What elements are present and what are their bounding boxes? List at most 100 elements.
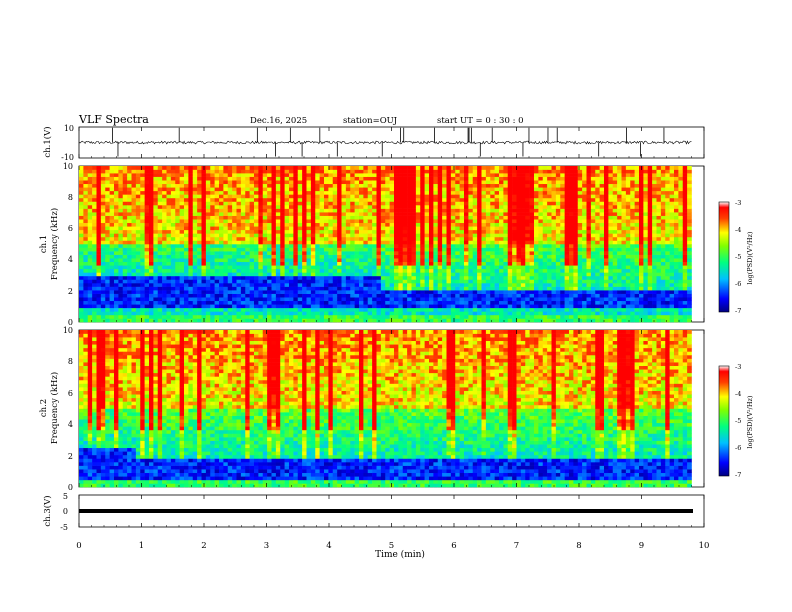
ch1-spec-cell (551, 290, 557, 294)
ch1-spec-cell (315, 240, 320, 245)
ch1-spec-cell (503, 169, 509, 174)
ch1-spec-cell (538, 215, 544, 220)
ch1-spec-cell (499, 290, 504, 294)
ch1-spec-cell (415, 166, 421, 170)
ch1-spec-cell (499, 254, 504, 259)
ch1-spec-cell (538, 244, 544, 248)
ch1-spec-cell (144, 251, 150, 255)
ch1-spec-cell (455, 261, 460, 266)
ch1-spec-cell (542, 205, 548, 209)
ch1-spec-cell (92, 176, 97, 181)
ch1-spec-cell (232, 180, 237, 185)
figure-title: VLF Spectra (78, 113, 149, 126)
ch1-spec-cell (223, 176, 229, 181)
ch1-spec-cell (135, 244, 141, 248)
ch1-spec-cell (389, 268, 395, 273)
ch1-spec-cell (433, 219, 439, 224)
ch1-spec-cell (376, 169, 382, 174)
ch1-spec-cell (201, 183, 207, 188)
ch1-spec-cell (494, 290, 500, 294)
ch1-spec-cell (542, 304, 548, 309)
ch1-spec-cell (380, 311, 386, 316)
ch1-spec-cell (275, 226, 281, 231)
ch1-spec-cell (188, 314, 194, 319)
ch1-spec-cell (512, 194, 517, 199)
ch1-spec-cell (114, 197, 119, 202)
ch1-spec-cell (507, 187, 513, 192)
ch1-spec-cell (87, 275, 93, 280)
ch1-spec-cell (499, 286, 504, 291)
ch1-spec-cell (345, 247, 351, 252)
ch1-spec-cell (520, 187, 526, 192)
ch1-spec-cell (555, 219, 561, 224)
ch1-spec-cell (271, 219, 277, 224)
ch1-spec-cell (433, 212, 439, 216)
ch1-spec-cell (398, 261, 404, 266)
ch1-spec-cell (249, 283, 255, 287)
ch1-spec-cell (328, 236, 334, 241)
ch1-spec-cell (555, 311, 561, 316)
ch1-spec-cell (267, 166, 272, 170)
ch1-spec-cell (144, 268, 150, 273)
ch1-spec-cell (140, 166, 145, 170)
ch1-spec-cell (122, 261, 128, 266)
ch1-spec-cell (424, 272, 430, 277)
ch1-spec-cell (245, 190, 250, 195)
ch1-spec-cell (560, 286, 565, 291)
ch1-spec-cell (249, 208, 255, 213)
ch1-spec-cell (249, 219, 255, 224)
ch1-spec-cell (464, 212, 469, 216)
ch1-spec-cell (240, 261, 246, 266)
ch1-spec-cell (289, 197, 294, 202)
ch1-spec-cell (140, 254, 145, 259)
ch1-spec-cell (192, 290, 198, 294)
ch1-spec-cell (402, 219, 408, 224)
ch1-spec-cell (529, 173, 535, 177)
ch1-spec-cell (477, 240, 482, 245)
ch1-spec-cell (398, 240, 404, 245)
ch1-spec-cell (551, 258, 557, 263)
ch1-spec-cell (192, 208, 198, 213)
ch1-spec-cell (306, 236, 312, 241)
ch1-spec-cell (328, 286, 334, 291)
ch1-spec-cell (437, 226, 443, 231)
ch1-spec-cell (525, 190, 530, 195)
ch1-spec-cell (197, 222, 202, 227)
ch1-spec-cell (402, 208, 408, 213)
ch1-spec-cell (372, 212, 377, 216)
ch1-spec-cell (297, 205, 303, 209)
ch1-spec-cell (332, 212, 338, 216)
ch1-spec-cell (564, 194, 570, 199)
ch1-spec-cell (490, 240, 495, 245)
ch1-spec-cell (499, 176, 504, 181)
ch1-spec-cell (114, 272, 119, 277)
ch1-spec-cell (551, 293, 557, 298)
ch1-spec-cell (424, 265, 430, 270)
ch1-spec-cell (310, 240, 316, 245)
ch1-spec-cell (485, 247, 491, 252)
ch1-spec-cell (267, 307, 272, 312)
ch1-spec-cell (240, 307, 246, 312)
ch1-spec-cell (490, 314, 495, 319)
ch1-spec-cell (547, 254, 552, 259)
ch1-spec-cell (564, 219, 570, 224)
ch1-spec-cell (450, 300, 456, 305)
ch1-spec-cell (144, 183, 150, 188)
ch1-spec-cell (455, 304, 460, 309)
ch1-spec-cell (131, 268, 137, 273)
ch1-spec-cell (162, 261, 167, 266)
ch1-spec-cell (503, 314, 509, 319)
ch1-spec-cell (210, 247, 215, 252)
ch1-spec-cell (271, 187, 277, 192)
ch1-spec-cell (520, 314, 526, 319)
ch1-spec-cell (114, 297, 119, 302)
ch1-spec-cell (240, 254, 246, 259)
ch1-spec-cell (87, 268, 93, 273)
ch1-spec-cell (118, 187, 124, 192)
ch1-spec-cell (350, 208, 355, 213)
ch1-spec-cell (240, 190, 246, 195)
ch1-spec-cell (424, 229, 430, 234)
ch1-spec-cell (494, 197, 500, 202)
ch1-spec-cell (415, 247, 421, 252)
ch1-spec-cell (411, 275, 417, 280)
